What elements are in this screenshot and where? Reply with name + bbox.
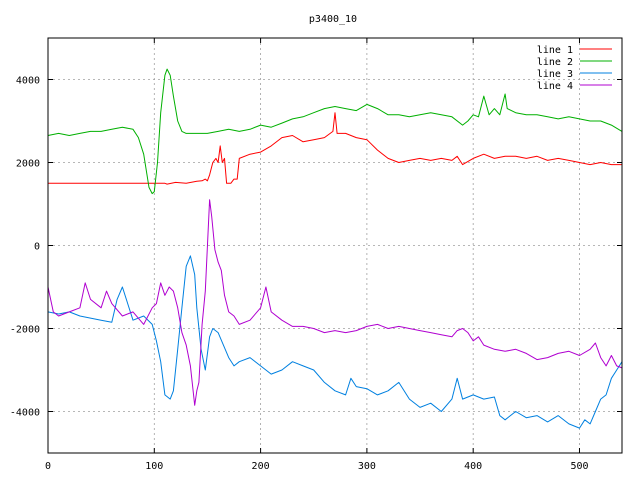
legend-label: line 3: [537, 69, 573, 80]
legend-label: line 2: [537, 57, 573, 68]
x-tick-label: 400: [464, 461, 482, 472]
y-tick-label: -4000: [10, 408, 40, 419]
x-tick-label: 100: [145, 461, 163, 472]
grid: [48, 38, 622, 453]
axis-ticks: 0 100 200 300 400 500 -4000 -2000 0 2000 4000: [10, 38, 622, 472]
y-tick-label: -2000: [10, 325, 40, 336]
series-line-2: [47, 68, 623, 195]
x-tick-label: 300: [358, 461, 376, 472]
series-line-1: [48, 112, 622, 185]
y-tick-label: 2000: [16, 159, 40, 170]
y-tick-label: 0: [34, 242, 40, 253]
series-layer: [47, 68, 623, 429]
x-tick-label: 500: [570, 461, 588, 472]
chart-title: p3400_10: [309, 14, 357, 25]
x-tick-label: 0: [45, 461, 51, 472]
legend-label: line 1: [537, 45, 573, 56]
series-line-3: [47, 255, 623, 429]
legend-label: line 4: [537, 81, 573, 92]
y-tick-label: 4000: [16, 76, 40, 87]
series-line-4: [47, 199, 623, 406]
x-tick-label: 200: [252, 461, 270, 472]
